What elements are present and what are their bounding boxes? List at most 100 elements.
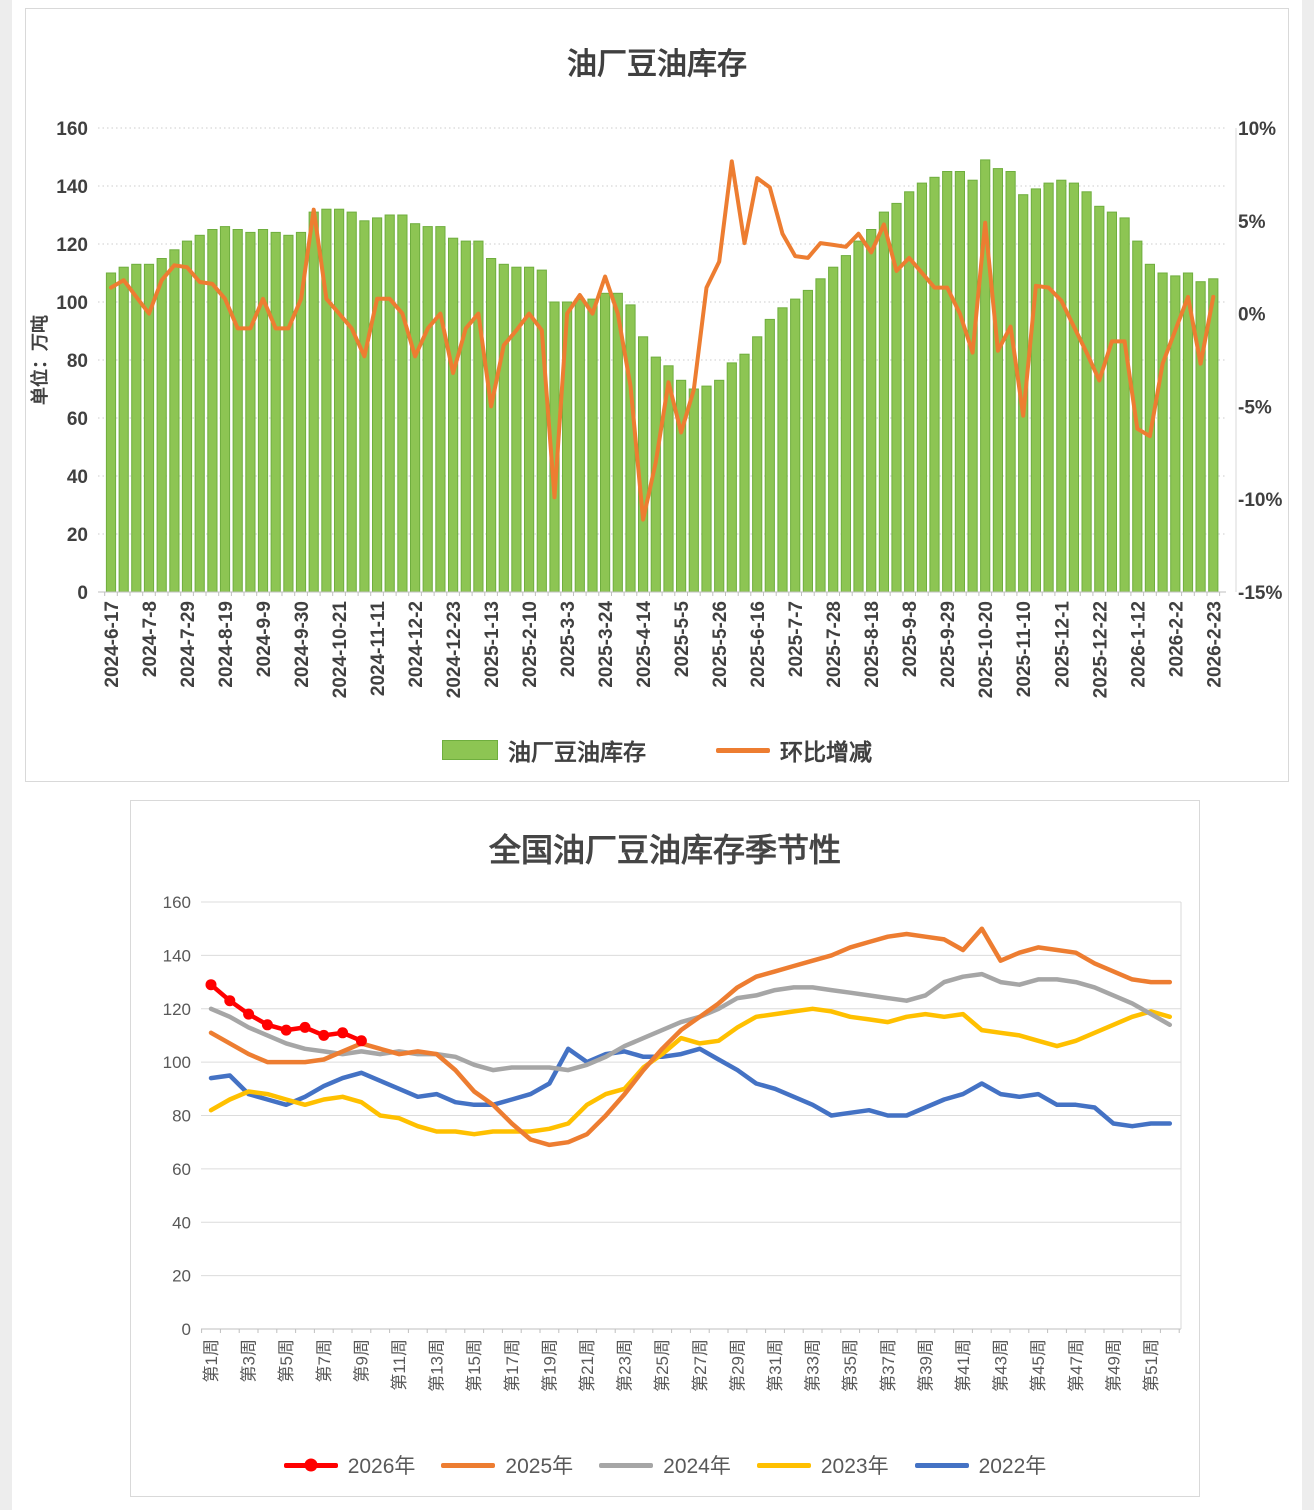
bar [359,220,370,593]
x-axis-date-label: 2025-2-10 [520,601,541,688]
series-2026-swatch-icon [283,1458,338,1472]
legend-item-2024: 2024年 [599,1450,731,1480]
bar [257,229,269,593]
bar [714,379,725,593]
y-axis-tick-label: 40 [172,1213,191,1232]
x-axis-date-label: 2025-3-3 [558,601,579,677]
x-axis-week-label: 第41周 [954,1339,973,1392]
bar [448,237,459,593]
bar [840,255,851,593]
bar [802,289,813,593]
bar [878,211,889,593]
bar [156,258,167,593]
wow-change-line [109,159,1216,522]
bar [245,231,256,593]
y-axis-tick-label: 160 [163,893,191,912]
x-axis-date-label: 2024-9-30 [292,601,313,688]
x-axis-date-label: 2025-4-14 [634,601,655,688]
x-axis-date-label: 2024-11-11 [368,601,389,697]
seasonality-line-chart: 0 20 40 60 80 100 120 140 160 第1周 第3周 第5周 第7周 第9周 第11周… [163,893,1182,1392]
bar [486,258,497,593]
series-line-2023年 [208,1006,1173,1137]
bar [739,353,750,593]
x-axis-date-label: 2024-7-29 [178,601,199,688]
series-marker [243,1008,255,1020]
bar [410,223,421,593]
y-axis-tick-label: 80 [172,1107,191,1126]
bar [1106,211,1118,593]
x-axis-date-label: 2024-6-17 [102,601,123,688]
bar [536,269,547,593]
y-axis-unit-label: 单位：万吨 [29,315,50,405]
bar [777,307,788,593]
bottom-chart-legend: 2026年 2025年 2024年 2023年 2022年 [131,1450,1199,1480]
x-axis-date-label: 2026-1-12 [1128,601,1149,688]
series-2025-swatch-icon [441,1462,496,1468]
x-axis-date-label: 2024-10-21 [330,601,351,699]
y-axis-tick-label: 140 [56,177,88,198]
legend-item-2022: 2022年 [914,1450,1046,1480]
series-marker [299,1021,311,1033]
page-left-edge [0,0,12,1510]
bar [625,304,636,593]
bar [219,226,231,593]
x-axis-date-label: 2025-9-29 [938,601,959,688]
y2-axis-tick-label: 10% [1238,119,1276,140]
series-marker [224,995,236,1007]
bar [1119,217,1130,593]
series-line-2025年 [208,926,1173,1148]
bar [460,240,471,593]
y-axis-tick-label: 140 [163,946,191,965]
bar [308,211,319,593]
y2-axis-tick-label: 5% [1238,212,1266,233]
bar [1030,188,1041,593]
bar [1094,205,1105,593]
bar [1157,272,1168,593]
y-axis-tick-label: 40 [67,467,88,488]
x-axis-week-label: 第37周 [879,1339,898,1392]
inventory-bar-line-chart: 0 20 40 60 80 100 120 140 160 10% 5% 0% -5% -10% -15% 2… [29,119,1282,699]
x-axis-week-label: 第49周 [1104,1339,1123,1392]
bar [1056,179,1067,593]
bar [916,182,927,593]
x-axis-date-label: 2025-7-28 [824,601,845,688]
seasonality-chart-card: 全国油厂豆油库存季节性 0 20 40 60 80 100 120 140 160 第1周 第3周第… [130,800,1200,1497]
series-line-2022年 [208,1046,1173,1129]
x-axis-date-label: 2025-12-1 [1052,601,1073,688]
x-axis-week-label: 第27周 [691,1339,710,1392]
y-axis-tick-label: 60 [67,409,88,430]
y2-axis-tick-label: -5% [1238,397,1272,418]
x-axis-date-label: 2025-7-7 [786,601,807,677]
legend-marker-dot [304,1458,318,1472]
x-axis-date-label: 2024-12-2 [406,601,427,688]
legend-item-2026: 2026年 [283,1450,415,1480]
x-axis-week-label: 第23周 [616,1339,635,1392]
bar [334,208,345,593]
legend-item-wow-change: 环比增减 [716,733,872,767]
top-chart-legend: 油厂豆油库存 环比增减 [26,733,1288,767]
bar [194,234,205,593]
y-axis-tick-label: 60 [172,1160,191,1179]
top-chart-title: 油厂豆油库存 [567,48,747,81]
bar [232,229,243,593]
x-axis-date-label: 2025-1-13 [482,601,503,688]
bar [1208,278,1219,593]
series-2023-swatch-icon [756,1462,811,1468]
y2-axis-tick-label: 0% [1238,305,1266,326]
x-axis-week-label: 第43周 [992,1339,1011,1392]
bar [904,191,915,593]
bar [764,318,775,593]
bar [498,263,509,593]
bar [422,226,433,593]
series-2022-swatch-icon [914,1462,969,1468]
bar [435,226,446,593]
x-axis-date-label: 2025-3-24 [596,601,617,688]
legend-label-2025: 2025年 [505,1455,574,1478]
y2-axis-tick-label: -10% [1238,490,1282,511]
bar-swatch-icon [442,740,498,760]
x-axis-week-label: 第29周 [728,1339,747,1392]
bar [511,266,522,593]
line-swatch-icon [716,747,770,753]
bar [346,211,357,593]
